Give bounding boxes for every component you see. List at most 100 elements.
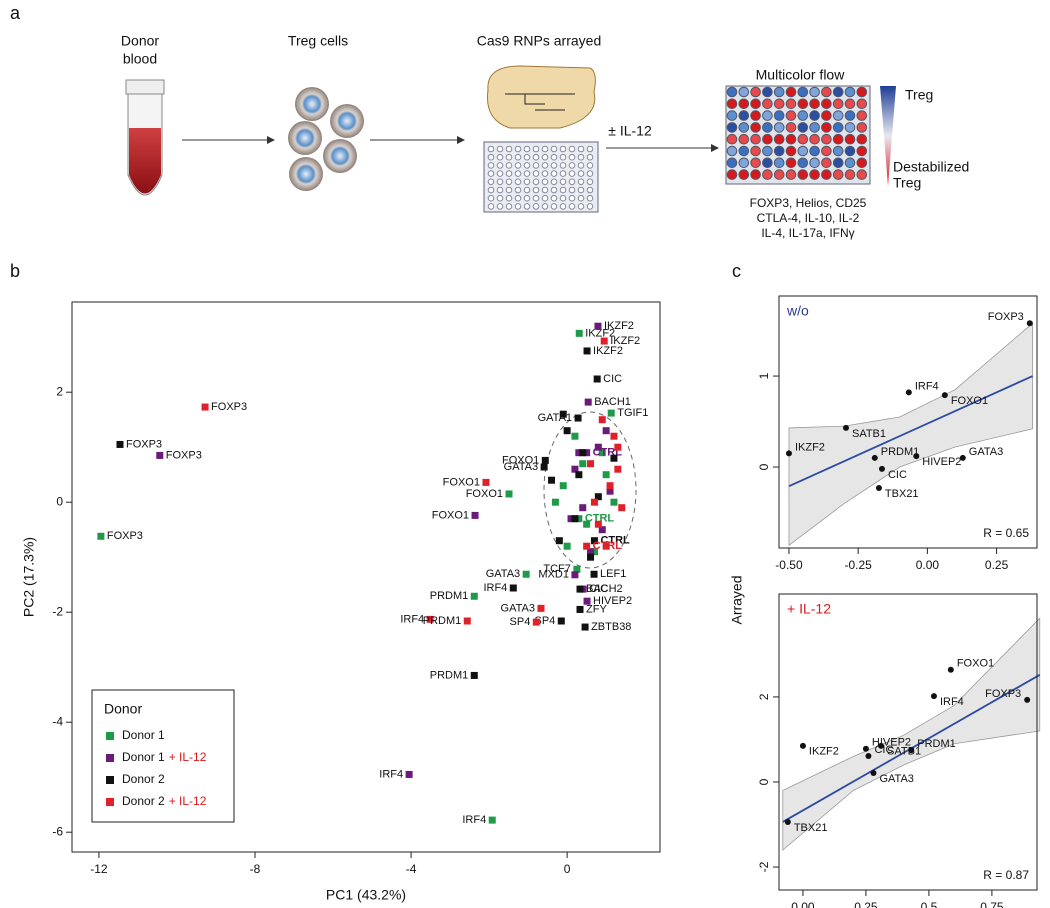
well [532, 170, 540, 177]
point [871, 454, 878, 461]
well [559, 153, 567, 161]
point-label: CIC [589, 583, 608, 595]
well [832, 157, 844, 169]
well [577, 194, 585, 202]
point-label: FOXO1 [432, 509, 469, 521]
well [726, 98, 738, 110]
point-label: MXD1 [538, 569, 569, 581]
step-label: Treg cells [288, 33, 348, 49]
point [583, 542, 591, 550]
point [598, 449, 606, 457]
well [821, 169, 832, 180]
legend-swatch [106, 798, 114, 806]
point [587, 548, 595, 556]
plot-frame [778, 295, 1038, 549]
well [487, 178, 495, 186]
well [487, 153, 495, 161]
point-label: IKZF2 [610, 335, 640, 347]
well [505, 186, 513, 194]
well [550, 186, 558, 194]
panel-label: a [10, 3, 21, 23]
annotation: R = 0.65 [983, 526, 1029, 540]
gradient-label: Destabilized [893, 159, 969, 175]
well [797, 98, 809, 110]
well [750, 122, 761, 133]
point-label: TBX21 [885, 488, 919, 500]
well [568, 153, 576, 161]
point [610, 432, 618, 440]
well [821, 98, 832, 110]
point [930, 693, 937, 700]
panel-subtitle: w/o [786, 303, 809, 319]
point-label: PRDM1 [917, 738, 956, 750]
well [773, 145, 785, 157]
well [856, 157, 868, 169]
well [505, 178, 513, 186]
marker-text: FOXP3, Helios, CD25 [750, 196, 867, 210]
well [809, 133, 820, 145]
well [532, 162, 540, 169]
well [797, 169, 809, 180]
y-axis-label: PC2 (17.3%) [21, 537, 37, 617]
point-label: CIC [874, 744, 893, 756]
well [726, 157, 738, 169]
point-label: IRF4 [379, 768, 403, 780]
well [844, 86, 856, 98]
point [571, 465, 579, 473]
well [541, 162, 549, 169]
well [550, 194, 558, 202]
point [610, 498, 618, 506]
point-label: SP4 [510, 616, 531, 628]
well [762, 169, 773, 180]
well [856, 122, 868, 133]
well [487, 186, 495, 194]
point [862, 745, 869, 752]
well [762, 122, 773, 133]
well [532, 186, 540, 194]
well [785, 169, 797, 180]
well [541, 170, 549, 177]
y-tick-label: 0 [56, 494, 63, 508]
y-axis-label: Arrayed [729, 575, 745, 624]
well [844, 98, 856, 110]
well [809, 110, 820, 121]
well [577, 186, 585, 194]
well [856, 98, 868, 110]
well [832, 133, 844, 145]
point [799, 742, 806, 749]
point-label: GATA3 [969, 446, 1003, 458]
well [586, 153, 594, 161]
well [785, 157, 797, 169]
y-tick-label: -4 [52, 714, 63, 728]
point-label: IRF4 [940, 696, 964, 708]
x-tick-label: 0.25 [985, 558, 1009, 572]
well [844, 110, 856, 121]
x-tick-label: -0.25 [844, 558, 872, 572]
point-label: CIC [888, 469, 907, 481]
point-label: BACH2 [586, 583, 623, 595]
well [797, 86, 809, 98]
well [523, 153, 531, 161]
well [532, 145, 540, 153]
well [797, 122, 809, 133]
well [797, 157, 809, 169]
well [797, 145, 809, 157]
well [550, 178, 558, 186]
point-label: IRF4 [462, 814, 486, 826]
well [559, 186, 567, 194]
plate-wells [726, 86, 868, 180]
point [590, 548, 598, 556]
point [555, 537, 563, 545]
x-tick-label: -0.50 [775, 558, 803, 572]
point [878, 465, 885, 472]
well [586, 203, 594, 210]
well [738, 98, 750, 110]
cells [288, 87, 364, 191]
arrow-label: ± IL-12 [608, 123, 652, 139]
well [550, 162, 558, 169]
well [568, 170, 576, 177]
well [750, 86, 761, 98]
well [568, 178, 576, 186]
point [576, 605, 584, 613]
point [567, 515, 575, 523]
